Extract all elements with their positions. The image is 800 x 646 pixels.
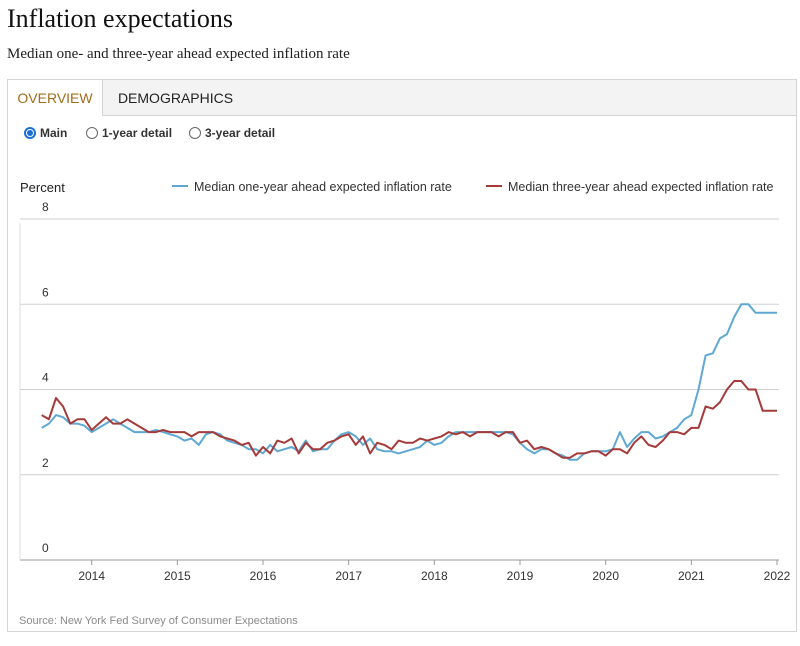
tab-bar: OVERVIEW DEMOGRAPHICS: [8, 80, 796, 116]
legend-label-1: Median three-year ahead expected inflati…: [508, 180, 773, 194]
radio-main[interactable]: Main: [24, 126, 67, 140]
x-tick-label-2022: 2022: [764, 569, 791, 583]
radio-main-label: Main: [40, 126, 68, 140]
y-tick-label-2: 2: [42, 456, 49, 470]
source-note: Source: New York Fed Survey of Consumer …: [19, 615, 298, 627]
radio-circle-icon[interactable]: [86, 127, 98, 139]
radio-3-year-detail[interactable]: 3-year detail: [189, 126, 275, 140]
radio-1-year-label: 1-year detail: [102, 126, 173, 140]
x-tick-label-2018: 2018: [421, 569, 448, 583]
x-tick-label-2020: 2020: [592, 569, 619, 583]
chart-panel: OVERVIEW DEMOGRAPHICS Main 1-year detail…: [7, 79, 797, 632]
radio-circle-icon[interactable]: [189, 127, 201, 139]
x-tick-label-2021: 2021: [678, 569, 705, 583]
page-title: Inflation expectations: [7, 4, 233, 33]
x-tick-label-2014: 2014: [78, 569, 105, 583]
legend-label-0: Median one-year ahead expected inflation…: [194, 180, 452, 194]
y-tick-label-0: 0: [42, 541, 49, 555]
x-tick-label-2015: 2015: [164, 569, 191, 583]
line-chart: Percent Median one-year ahead expected in…: [19, 180, 791, 583]
radio-circle-icon[interactable]: [24, 127, 36, 139]
radio-3-year-label: 3-year detail: [205, 126, 276, 140]
y-tick-label-4: 4: [42, 371, 49, 385]
series-line-0: [41, 303, 777, 461]
y-tick-label-6: 6: [42, 285, 49, 299]
x-tick-label-2016: 2016: [250, 569, 277, 583]
tab-demographics[interactable]: DEMOGRAPHICS: [117, 90, 234, 106]
tab-overview[interactable]: OVERVIEW: [8, 80, 103, 116]
series-line-1: [41, 380, 777, 459]
page-subtitle: Median one- and three-year ahead expecte…: [7, 46, 350, 62]
y-tick-label-8: 8: [42, 200, 49, 214]
x-tick-label-2019: 2019: [507, 569, 534, 583]
y-axis-title: Percent: [20, 180, 65, 195]
radio-1-year-detail[interactable]: 1-year detail: [86, 126, 172, 140]
x-tick-label-2017: 2017: [335, 569, 362, 583]
